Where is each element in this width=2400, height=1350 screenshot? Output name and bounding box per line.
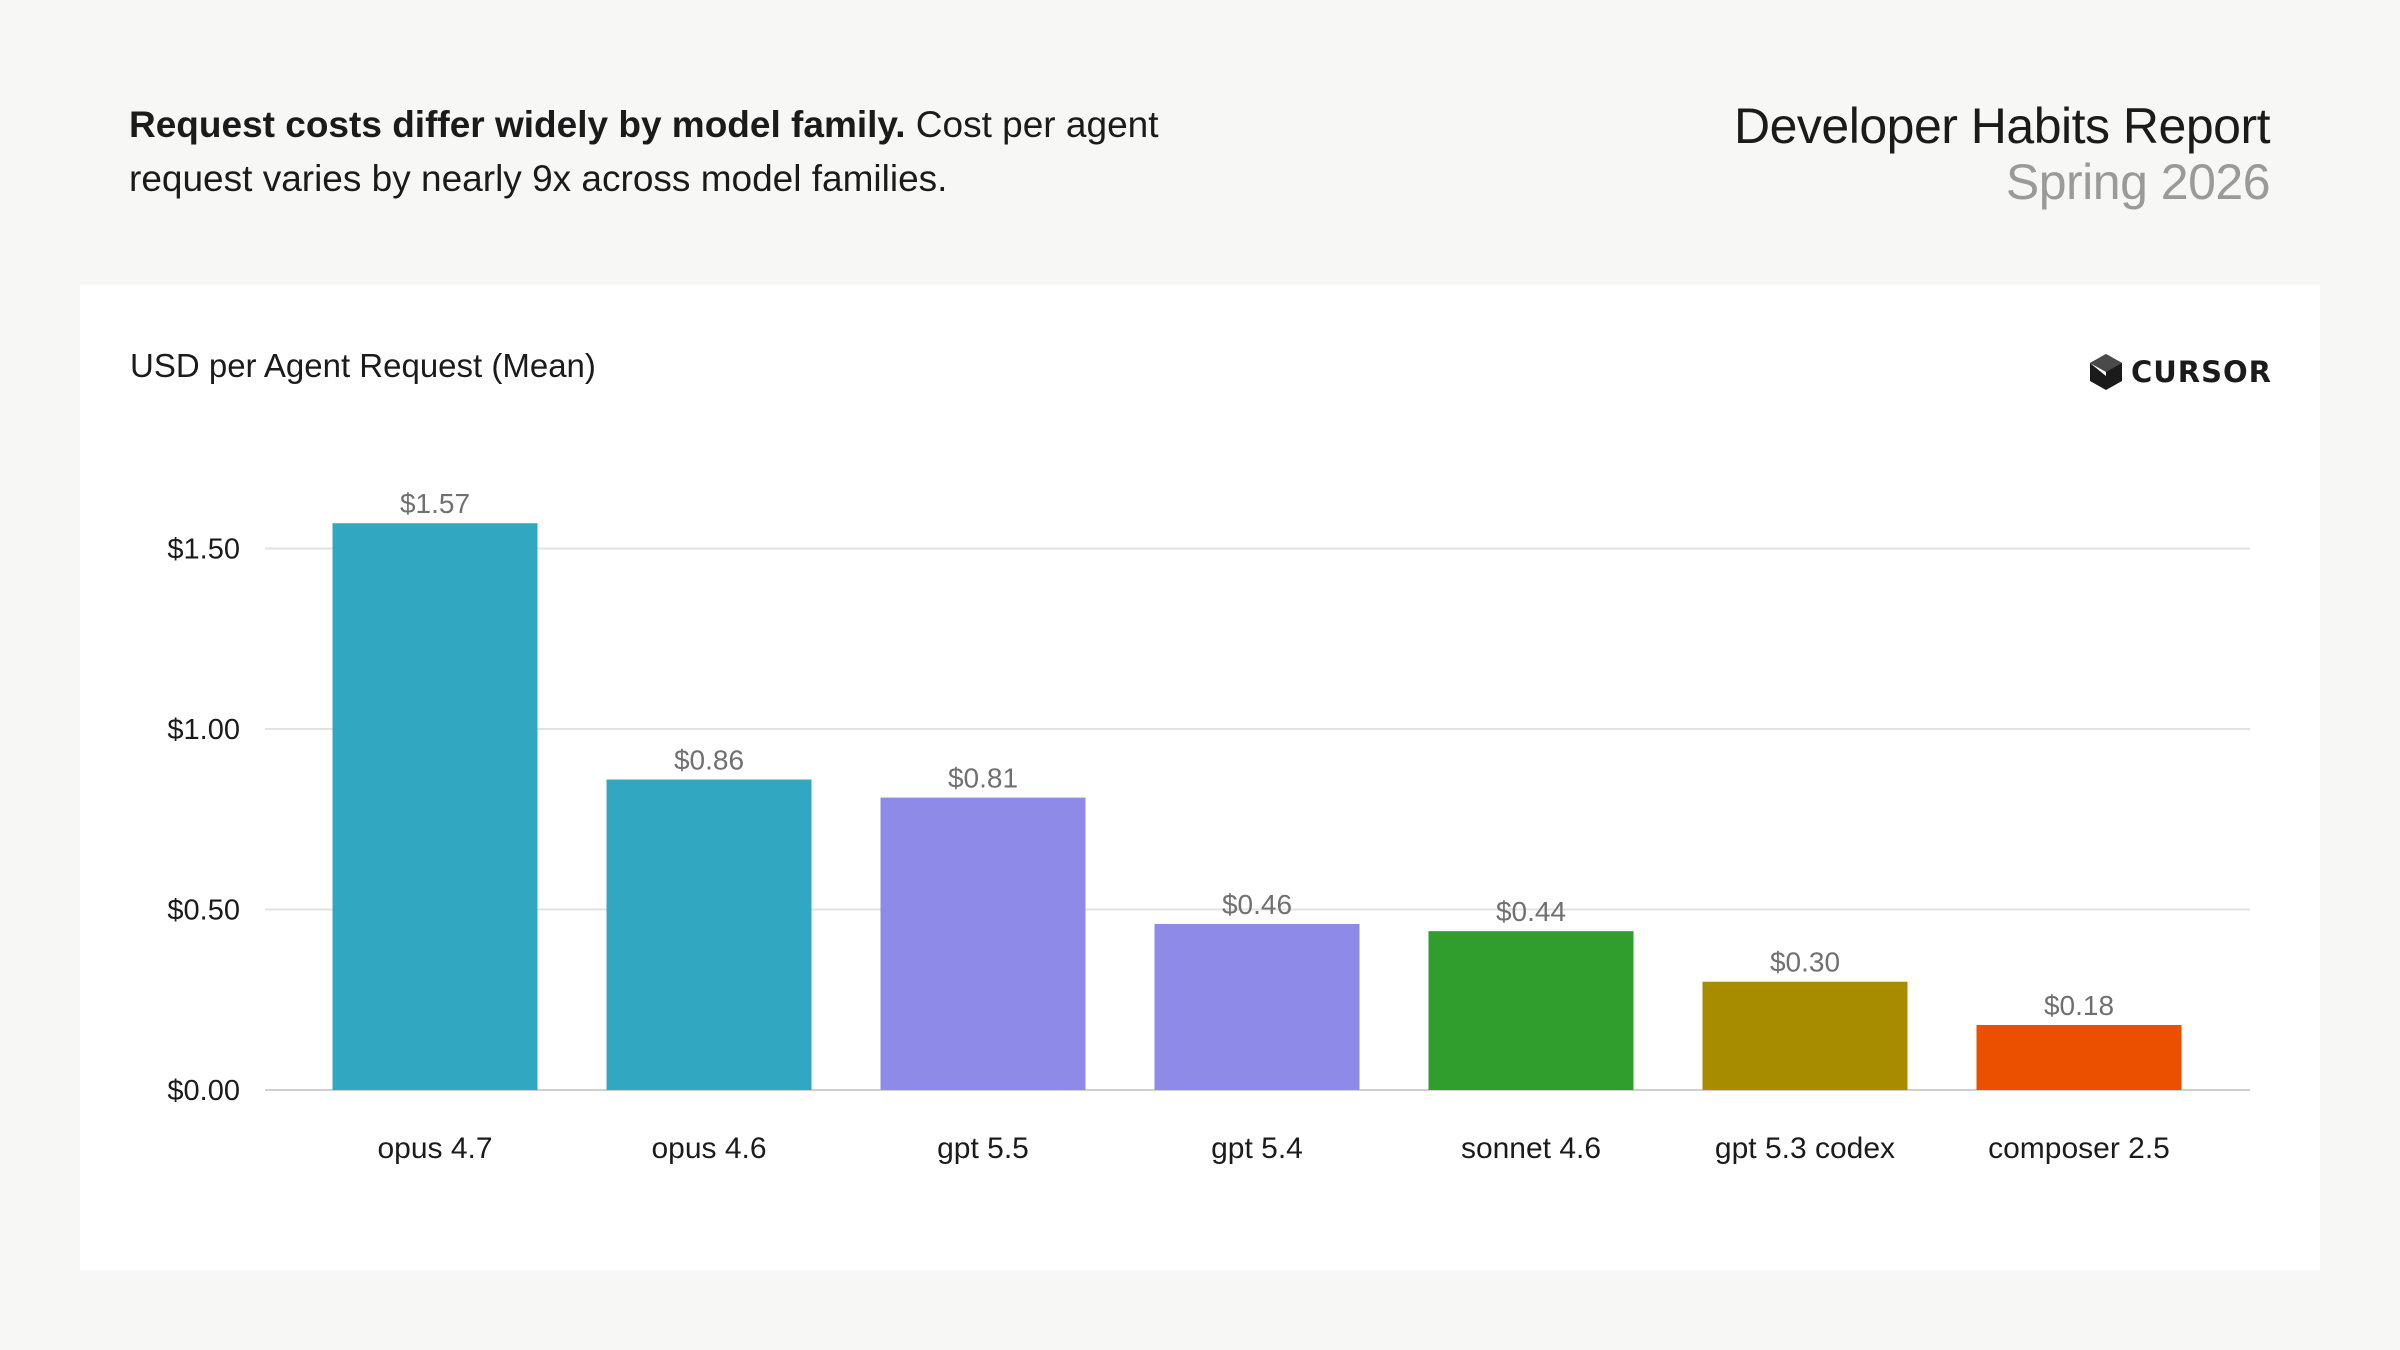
logo-text: CURSOR <box>2130 355 2272 389</box>
bar <box>880 797 1086 1090</box>
x-tick-label: composer 2.5 <box>1988 1132 2170 1165</box>
value-label: $1.57 <box>400 488 470 519</box>
bar-layer <box>332 523 2182 1090</box>
headline-text: Cost per agent request varies by nearly … <box>129 104 1159 199</box>
value-label: $0.18 <box>2044 990 2114 1021</box>
headline: Request costs differ widely by model fam… <box>129 98 1229 206</box>
value-label: $0.81 <box>948 763 1018 794</box>
x-tick-label: opus 4.7 <box>377 1132 492 1165</box>
bar <box>1428 931 1634 1090</box>
y-tick-label: $1.50 <box>167 534 240 566</box>
report-subtitle: Spring 2026 <box>2005 154 2271 210</box>
x-tick-label: gpt 5.3 codex <box>1715 1132 1895 1165</box>
bar <box>606 779 812 1090</box>
value-label: $0.86 <box>674 745 744 776</box>
y-tick-label: $1.00 <box>167 714 240 746</box>
value-label: $0.30 <box>1770 947 1840 978</box>
bar <box>332 523 538 1090</box>
x-tick-label: sonnet 4.6 <box>1461 1132 1601 1165</box>
chart-card: USD per Agent Request (Mean) CURSOR $0.0… <box>80 285 2320 1270</box>
value-label: $0.44 <box>1496 896 1566 927</box>
x-tick-label: gpt 5.5 <box>937 1132 1029 1165</box>
y-tick-label: $0.50 <box>167 895 240 927</box>
label-layer: $0.00 $0.50 $1.00 $1.50 $1.57 opus 4.7 $0.86 op… <box>167 488 2169 1165</box>
bar <box>1976 1025 2182 1090</box>
bar <box>1154 923 1360 1090</box>
cursor-logo-icon <box>2089 354 2122 390</box>
value-label: $0.46 <box>1222 889 1292 920</box>
y-tick-label: $0.00 <box>167 1075 240 1107</box>
headline-bold: Request costs differ widely by model fam… <box>129 104 906 145</box>
cursor-logo: CURSOR <box>2089 353 2272 391</box>
x-tick-label: opus 4.6 <box>651 1132 766 1165</box>
bar <box>1702 981 1908 1090</box>
bar-chart: $0.00 $0.50 $1.00 $1.50 $1.57 opus 4.7 $0.86 op… <box>167 488 2250 1165</box>
x-tick-label: gpt 5.4 <box>1211 1132 1303 1165</box>
report-heading: Developer Habits Report Spring 2026 <box>1734 98 2271 210</box>
report-title: Developer Habits Report <box>1734 98 2271 154</box>
chart-title: USD per Agent Request (Mean) <box>130 347 596 384</box>
